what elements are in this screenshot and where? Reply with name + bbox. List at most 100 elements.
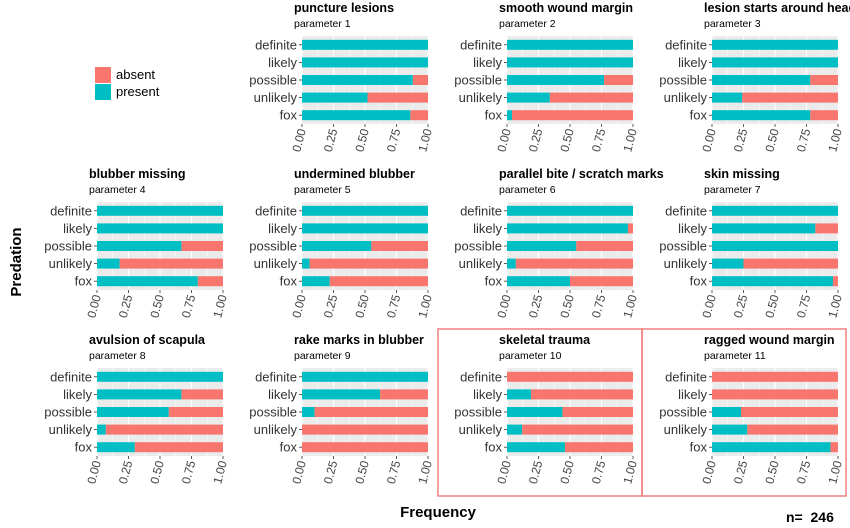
x-tick-label: 0.50 xyxy=(557,293,577,319)
y-tick-label: unlikely xyxy=(49,256,93,271)
panel-title: puncture lesions xyxy=(294,1,394,15)
x-tick-label: 1.00 xyxy=(620,459,640,485)
x-tick-label: 0.75 xyxy=(179,459,199,485)
x-tick-label: 0.50 xyxy=(352,459,372,485)
y-tick-label: possible xyxy=(659,239,707,254)
bar-absent-possible xyxy=(181,241,223,251)
y-tick-label: possible xyxy=(659,405,707,420)
bar-present-fox xyxy=(302,276,330,287)
y-tick-label: unlikely xyxy=(254,422,298,437)
panel-subtitle: parameter 2 xyxy=(499,18,556,30)
bar-present-likely xyxy=(302,223,428,234)
y-tick-label: unlikely xyxy=(254,256,298,271)
bar-absent-possible xyxy=(168,407,223,417)
y-tick-label: fox xyxy=(485,440,503,455)
bar-absent-unlikely xyxy=(743,258,838,269)
x-tick-label: 1.00 xyxy=(210,459,230,485)
y-tick-label: fox xyxy=(485,108,503,123)
bar-absent-fox xyxy=(512,110,633,121)
facet-panel: parallel bite / scratch marks parameter 6… xyxy=(454,167,663,319)
y-tick-label: fox xyxy=(75,440,93,455)
bar-present-likely xyxy=(712,223,816,234)
x-axis-label: Frequency xyxy=(400,504,476,521)
x-tick-label: 0.25 xyxy=(526,293,546,319)
y-tick-label: likely xyxy=(268,221,297,236)
bar-present-definite xyxy=(302,205,428,216)
y-tick-label: definite xyxy=(255,37,297,52)
bar-present-definite xyxy=(712,205,838,216)
panel-subtitle: parameter 1 xyxy=(294,18,351,30)
bar-present-definite xyxy=(97,371,223,382)
bar-present-unlikely xyxy=(97,424,106,435)
y-tick-label: unlikely xyxy=(459,256,503,271)
bar-absent-likely xyxy=(627,223,633,234)
facet-panel: skin missing parameter 7 definite likely pos… xyxy=(659,167,845,319)
x-tick-label: 0.00 xyxy=(289,293,309,319)
bar-absent-unlikely xyxy=(747,424,838,435)
x-tick-label: 0.00 xyxy=(84,459,104,485)
y-tick-label: definite xyxy=(665,37,707,52)
y-tick-label: fox xyxy=(280,440,298,455)
y-tick-label: likely xyxy=(268,387,297,402)
x-tick-label: 0.75 xyxy=(384,459,404,485)
facet-panel: puncture lesions parameter 1 definite likel… xyxy=(249,1,435,153)
panel-subtitle: parameter 9 xyxy=(294,350,351,362)
bar-absent-fox xyxy=(302,442,428,453)
bar-present-unlikely xyxy=(507,424,523,435)
bar-present-possible xyxy=(712,241,838,251)
bar-present-likely xyxy=(507,57,633,68)
x-tick-label: 0.00 xyxy=(699,459,719,485)
bar-present-fox xyxy=(507,276,570,287)
y-tick-label: likely xyxy=(268,55,297,70)
bar-present-fox xyxy=(712,442,831,453)
x-tick-label: 0.75 xyxy=(794,127,814,153)
bar-absent-likely xyxy=(815,223,838,234)
x-tick-label: 0.25 xyxy=(526,127,546,153)
bar-present-fox xyxy=(712,276,833,287)
x-tick-label: 0.75 xyxy=(384,293,404,319)
x-tick-label: 0.00 xyxy=(289,127,309,153)
y-tick-label: likely xyxy=(678,55,707,70)
bar-present-possible xyxy=(302,75,413,85)
bar-present-unlikely xyxy=(712,258,744,269)
legend-item-present: present xyxy=(95,83,159,100)
y-tick-label: unlikely xyxy=(459,90,503,105)
y-tick-label: definite xyxy=(50,369,92,384)
x-tick-label: 0.00 xyxy=(494,293,514,319)
y-tick-label: definite xyxy=(460,203,502,218)
y-tick-label: definite xyxy=(255,369,297,384)
bar-present-likely xyxy=(712,57,838,68)
y-tick-label: unlikely xyxy=(49,422,93,437)
bar-absent-unlikely xyxy=(742,92,838,103)
y-tick-label: possible xyxy=(454,73,502,88)
bar-absent-possible xyxy=(740,407,838,417)
x-tick-label: 0.00 xyxy=(699,293,719,319)
facet-panel: smooth wound margin parameter 2 definite li… xyxy=(454,1,640,153)
panel-title: lesion starts around head xyxy=(704,1,850,15)
bar-present-unlikely xyxy=(507,258,516,269)
x-tick-label: 0.75 xyxy=(179,293,199,319)
bar-present-likely xyxy=(302,389,381,400)
bar-present-likely xyxy=(507,389,531,400)
bar-absent-unlikely xyxy=(549,92,633,103)
bar-absent-likely xyxy=(712,389,838,400)
panel-title: skeletal trauma xyxy=(499,333,591,347)
x-tick-label: 0.75 xyxy=(589,293,609,319)
y-tick-label: possible xyxy=(44,405,92,420)
facet-panel: skeletal trauma parameter 10 definite likel… xyxy=(437,328,643,497)
y-tick-label: fox xyxy=(280,108,298,123)
bar-present-possible xyxy=(712,75,811,85)
highlight-box xyxy=(641,328,847,497)
y-tick-label: likely xyxy=(473,387,502,402)
x-tick-label: 1.00 xyxy=(415,293,435,319)
y-tick-label: fox xyxy=(690,108,708,123)
bar-absent-likely xyxy=(530,389,633,400)
legend-item-absent: absent xyxy=(95,66,159,83)
bar-present-unlikely xyxy=(712,92,743,103)
panel-subtitle: parameter 3 xyxy=(704,18,761,30)
bar-absent-fox xyxy=(410,110,428,121)
bar-absent-likely xyxy=(380,389,428,400)
y-tick-label: definite xyxy=(665,369,707,384)
x-tick-label: 0.75 xyxy=(794,459,814,485)
bar-absent-possible xyxy=(810,75,838,85)
